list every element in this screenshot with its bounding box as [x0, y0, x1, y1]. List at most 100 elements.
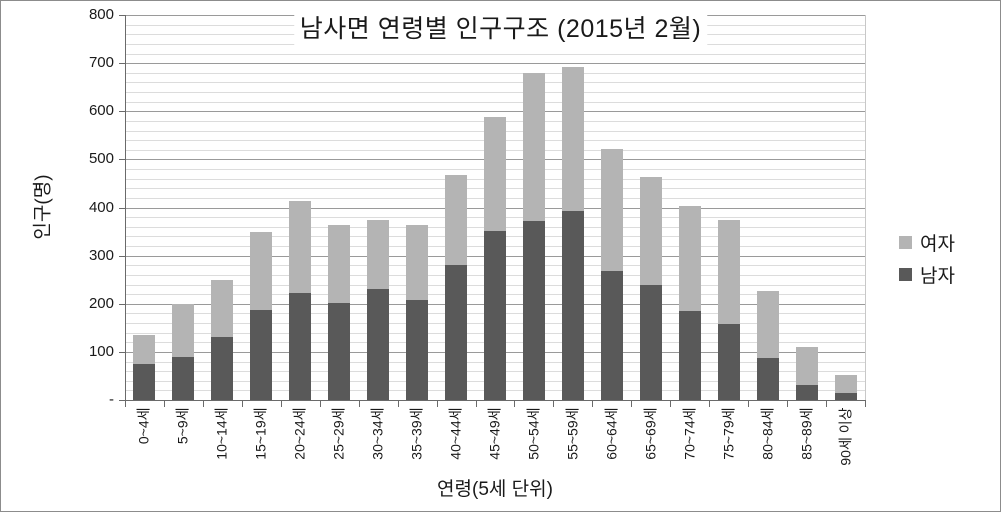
- legend-swatch-male: [899, 268, 912, 281]
- y-tick-label: 700: [88, 54, 114, 72]
- y-tick-mark: [119, 111, 125, 113]
- x-tick-mark: [397, 401, 399, 407]
- bar-segment-남자-35~39세: [406, 300, 429, 400]
- y-axis-line: [125, 15, 126, 401]
- bar-segment-남자-0~4세: [133, 363, 156, 400]
- x-tick-mark: [865, 401, 866, 407]
- x-axis-label: 20~24세: [291, 407, 308, 460]
- y-tick-label: 100: [88, 342, 114, 360]
- bar-segment-여자-5~9세: [172, 304, 195, 358]
- bar-segment-여자-35~39세: [406, 225, 429, 301]
- x-axis-label: 90세 이상: [837, 407, 854, 466]
- bar-segment-남자-55~59세: [561, 211, 584, 400]
- bar-segment-여자-10~14세: [211, 279, 234, 338]
- x-axis-label: 15~19세: [252, 407, 269, 460]
- x-tick-mark: [358, 401, 360, 407]
- x-axis-label: 50~54세: [525, 407, 542, 460]
- x-axis-label: 5~9세: [174, 407, 191, 445]
- y-tick-mark: [119, 63, 125, 65]
- x-axis-label: 25~29세: [330, 407, 347, 460]
- x-tick-mark: [319, 401, 321, 407]
- x-axis-label: 40~44세: [447, 407, 464, 460]
- legend-label-female: 여자: [920, 234, 955, 255]
- x-axis-label: 70~74세: [681, 407, 698, 460]
- bar-segment-여자-50~54세: [522, 73, 545, 221]
- bar-segment-남자-80~84세: [756, 357, 779, 400]
- bar-segment-남자-40~44세: [445, 265, 468, 400]
- y-tick-label: 200: [88, 294, 114, 312]
- bar-segment-남자-65~69세: [639, 284, 662, 400]
- minor-gridline: [125, 82, 865, 84]
- bar-segment-남자-30~34세: [367, 289, 390, 400]
- x-tick-mark: [475, 401, 477, 407]
- bar-segment-남자-25~29세: [328, 302, 351, 400]
- x-tick-mark: [125, 401, 126, 407]
- bar-segment-여자-0~4세: [133, 335, 156, 364]
- x-axis-label: 85~89세: [798, 407, 815, 460]
- x-tick-mark: [280, 401, 282, 407]
- bar-segment-남자-70~74세: [678, 310, 701, 400]
- bar-segment-여자-70~74세: [678, 205, 701, 311]
- x-axis-label: 30~34세: [369, 407, 386, 460]
- bar-segment-남자-50~54세: [522, 220, 545, 400]
- x-tick-mark: [514, 401, 516, 407]
- x-tick-mark: [670, 401, 672, 407]
- bar-segment-여자-15~19세: [250, 231, 273, 310]
- y-tick-label: -: [109, 391, 114, 408]
- bar-segment-여자-40~44세: [445, 175, 468, 266]
- bar-segment-여자-25~29세: [328, 224, 351, 303]
- minor-gridline: [125, 72, 865, 74]
- x-axis-label: 75~79세: [720, 407, 737, 460]
- bar-segment-남자-90세 이상: [834, 393, 857, 400]
- y-tick-mark: [119, 303, 125, 305]
- bar-segment-여자-45~49세: [484, 116, 506, 231]
- x-axis-label: 80~84세: [759, 407, 776, 460]
- x-tick-mark: [748, 401, 750, 407]
- bar-segment-남자-15~19세: [250, 309, 273, 400]
- chart-title: 남사면 연령별 인구구조 (2015년 2월): [293, 9, 708, 45]
- bar-segment-여자-55~59세: [561, 67, 584, 212]
- legend-label-male: 남자: [920, 266, 955, 287]
- y-tick-mark: [119, 400, 125, 401]
- legend-item-male: 남자: [899, 261, 955, 288]
- y-tick-mark: [119, 255, 125, 257]
- plot-right-edge-line: [865, 15, 866, 400]
- bar-segment-남자-45~49세: [484, 230, 506, 400]
- bar-segment-남자-60~64세: [600, 271, 623, 400]
- bar-segment-여자-20~24세: [289, 200, 312, 294]
- y-tick-label: 500: [88, 150, 114, 168]
- x-tick-mark: [163, 401, 165, 407]
- x-axis-label: 45~49세: [486, 407, 503, 460]
- x-axis-label: 55~59세: [564, 407, 581, 460]
- x-tick-mark: [709, 401, 711, 407]
- y-tick-label: 400: [88, 198, 114, 216]
- y-tick-mark: [119, 207, 125, 209]
- y-tick-label: 300: [88, 246, 114, 264]
- y-tick-mark: [119, 351, 125, 353]
- bar-segment-여자-90세 이상: [834, 375, 857, 394]
- bar-segment-남자-85~89세: [795, 385, 818, 400]
- x-axis-title: 연령(5세 단위): [437, 479, 553, 500]
- y-tick-mark: [119, 159, 125, 161]
- bar-segment-여자-75~79세: [717, 220, 740, 324]
- bar-segment-여자-30~34세: [367, 220, 390, 290]
- y-tick-mark: [119, 15, 125, 16]
- major-gridline: [125, 63, 865, 65]
- x-tick-mark: [241, 401, 243, 407]
- minor-gridline: [125, 101, 865, 103]
- x-tick-mark: [202, 401, 204, 407]
- y-tick-label: 800: [88, 6, 114, 23]
- x-tick-mark: [787, 401, 789, 407]
- x-axis-label: 35~39세: [408, 407, 425, 460]
- bar-segment-남자-10~14세: [211, 337, 234, 400]
- minor-gridline: [125, 92, 865, 93]
- x-tick-mark: [592, 401, 594, 407]
- x-axis-label: 60~64세: [603, 407, 620, 460]
- bar-segment-여자-60~64세: [600, 149, 623, 272]
- bar-segment-여자-65~69세: [639, 177, 662, 285]
- major-gridline: [125, 111, 865, 113]
- x-axis-label: 10~14세: [213, 407, 230, 460]
- x-axis-label: 0~4세: [135, 407, 152, 445]
- bar-segment-남자-20~24세: [289, 293, 312, 400]
